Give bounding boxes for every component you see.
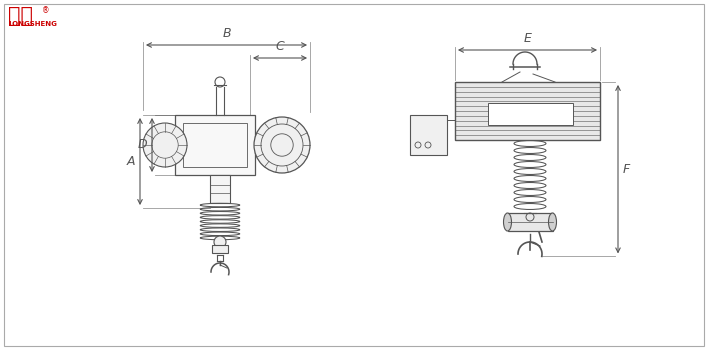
Circle shape <box>214 236 226 248</box>
Text: ®: ® <box>42 6 50 15</box>
Circle shape <box>143 123 187 167</box>
Ellipse shape <box>549 213 556 231</box>
Bar <box>508 213 552 231</box>
Bar <box>183 123 247 167</box>
Ellipse shape <box>503 213 511 231</box>
Bar <box>455 82 600 140</box>
Text: F: F <box>623 163 630 176</box>
Text: C: C <box>275 40 285 53</box>
Text: A: A <box>127 155 135 168</box>
Bar <box>410 115 447 155</box>
Bar <box>175 115 255 175</box>
Circle shape <box>254 117 310 173</box>
Bar <box>210 175 230 203</box>
Text: LONGSHENG: LONGSHENG <box>8 21 57 27</box>
Text: 龍升: 龍升 <box>8 6 33 26</box>
Bar <box>212 245 228 253</box>
Text: E: E <box>523 32 532 45</box>
Text: D: D <box>137 139 147 152</box>
Bar <box>488 103 573 125</box>
Text: B: B <box>222 27 231 40</box>
